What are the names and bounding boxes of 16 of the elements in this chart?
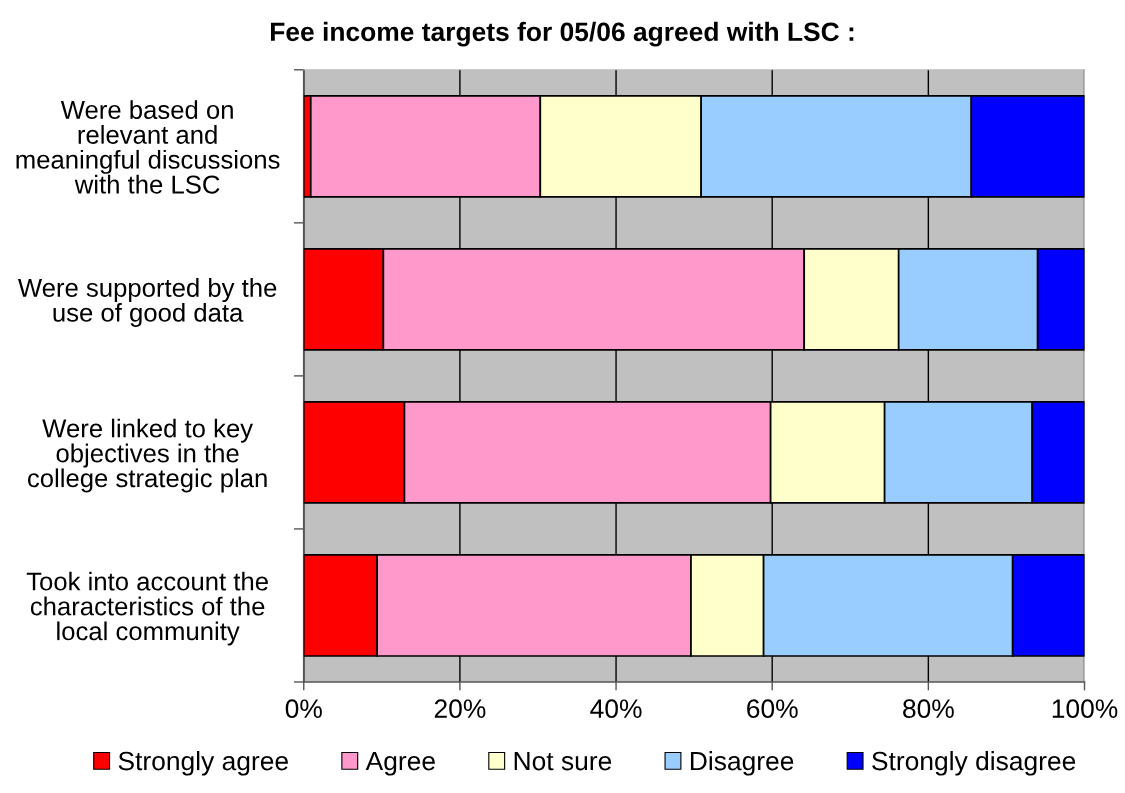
legend-label: Agree <box>365 751 435 776</box>
chart-title: Fee income targets for 05/06 agreed with LSC : <box>270 21 854 47</box>
x-tick-label: 20% <box>434 699 486 719</box>
legend-label: Strongly agree <box>118 750 288 776</box>
x-tick-label: 80% <box>903 699 954 719</box>
x-tick-label: 0% <box>285 699 322 719</box>
legend-label: Strongly disagree <box>872 750 1076 776</box>
y-tick-label: Were linked to key objectives in the college strategic plan <box>28 418 267 493</box>
x-tick-label: 60% <box>747 699 798 719</box>
x-tick-label: 40% <box>590 699 642 719</box>
y-tick-label: Were based on relevant and meaningful discussions with the LSC <box>16 100 280 194</box>
y-tick-label: Were supported by the use of good data <box>17 278 277 327</box>
x-tick-label: 100% <box>1052 699 1118 719</box>
y-tick-label: Took into account the characteristics of the local community <box>26 571 268 646</box>
legend-label: Not sure <box>514 751 612 771</box>
legend-label: Disagree <box>690 750 794 776</box>
